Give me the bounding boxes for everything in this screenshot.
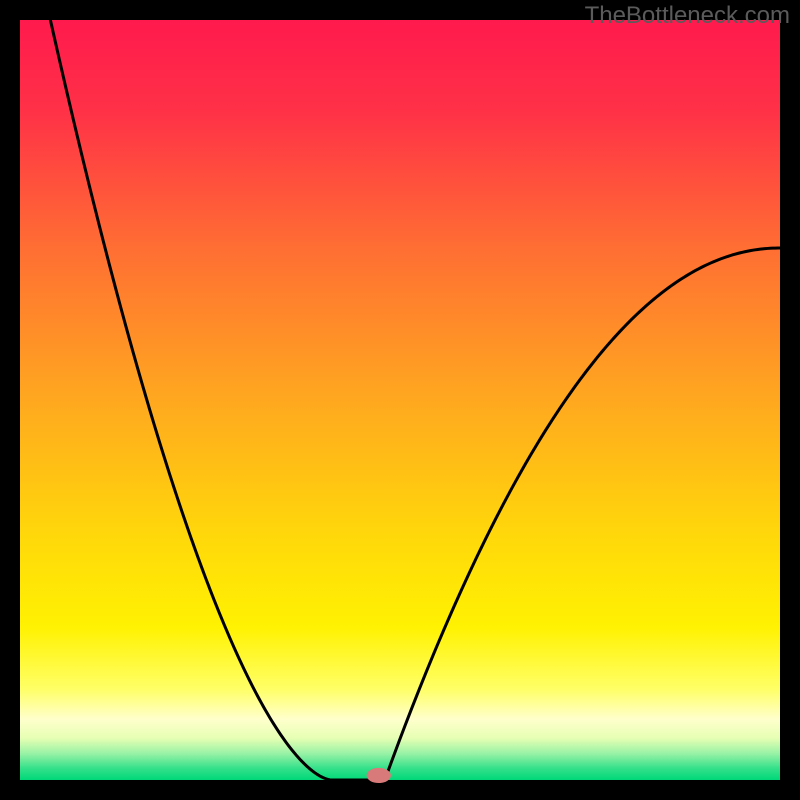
bottleneck-chart-svg <box>0 0 800 800</box>
optimal-point-marker <box>367 768 391 783</box>
gradient-plot-area <box>20 20 780 780</box>
watermark-text: TheBottleneck.com <box>585 2 790 30</box>
chart-stage: TheBottleneck.com <box>0 0 800 800</box>
